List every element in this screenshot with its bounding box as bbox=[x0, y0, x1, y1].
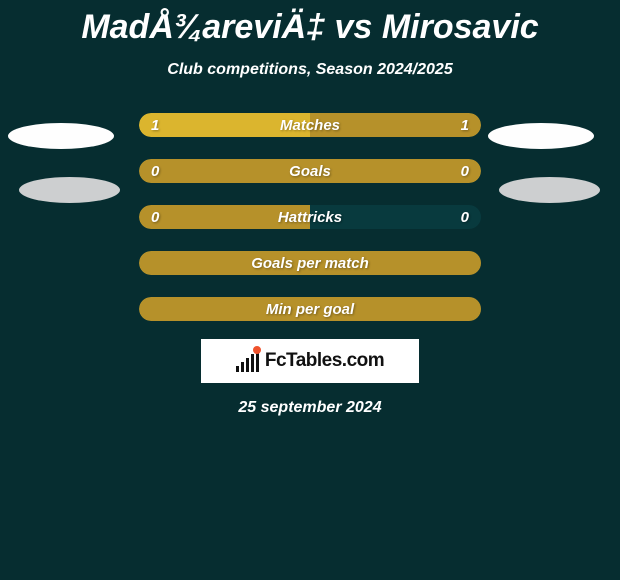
stat-value-right: 0 bbox=[461, 209, 469, 226]
comparison-card: MadÅ¾areviÄ‡ vs Mirosavic Club competiti… bbox=[0, 0, 620, 580]
logo-ball-icon bbox=[253, 346, 261, 354]
stat-label: Min per goal bbox=[266, 301, 354, 318]
stat-value-right: 1 bbox=[461, 117, 469, 134]
page-title: MadÅ¾areviÄ‡ vs Mirosavic bbox=[0, 0, 620, 47]
stat-label: Matches bbox=[280, 117, 340, 134]
stat-label: Goals bbox=[289, 163, 331, 180]
stat-value-left: 0 bbox=[151, 209, 159, 226]
stat-value-left: 1 bbox=[151, 117, 159, 134]
right-lower-ellipse bbox=[499, 177, 600, 203]
logo-text: FcTables.com bbox=[265, 350, 384, 372]
subtitle: Club competitions, Season 2024/2025 bbox=[0, 61, 620, 79]
stat-row: 0 0 Hattricks bbox=[139, 205, 481, 229]
stat-row: 1 1 Matches bbox=[139, 113, 481, 137]
stat-label: Hattricks bbox=[278, 209, 342, 226]
logo: FcTables.com bbox=[201, 339, 419, 383]
stat-label: Goals per match bbox=[251, 255, 369, 272]
stat-fill-left bbox=[139, 159, 310, 183]
stat-fill-right bbox=[310, 159, 481, 183]
stat-row: Min per goal bbox=[139, 297, 481, 321]
left-lower-ellipse bbox=[19, 177, 120, 203]
stat-value-right: 0 bbox=[461, 163, 469, 180]
stat-row: 0 0 Goals bbox=[139, 159, 481, 183]
stat-row: Goals per match bbox=[139, 251, 481, 275]
date: 25 september 2024 bbox=[0, 399, 620, 417]
stat-value-left: 0 bbox=[151, 163, 159, 180]
right-upper-ellipse bbox=[488, 123, 594, 149]
left-upper-ellipse bbox=[8, 123, 114, 149]
